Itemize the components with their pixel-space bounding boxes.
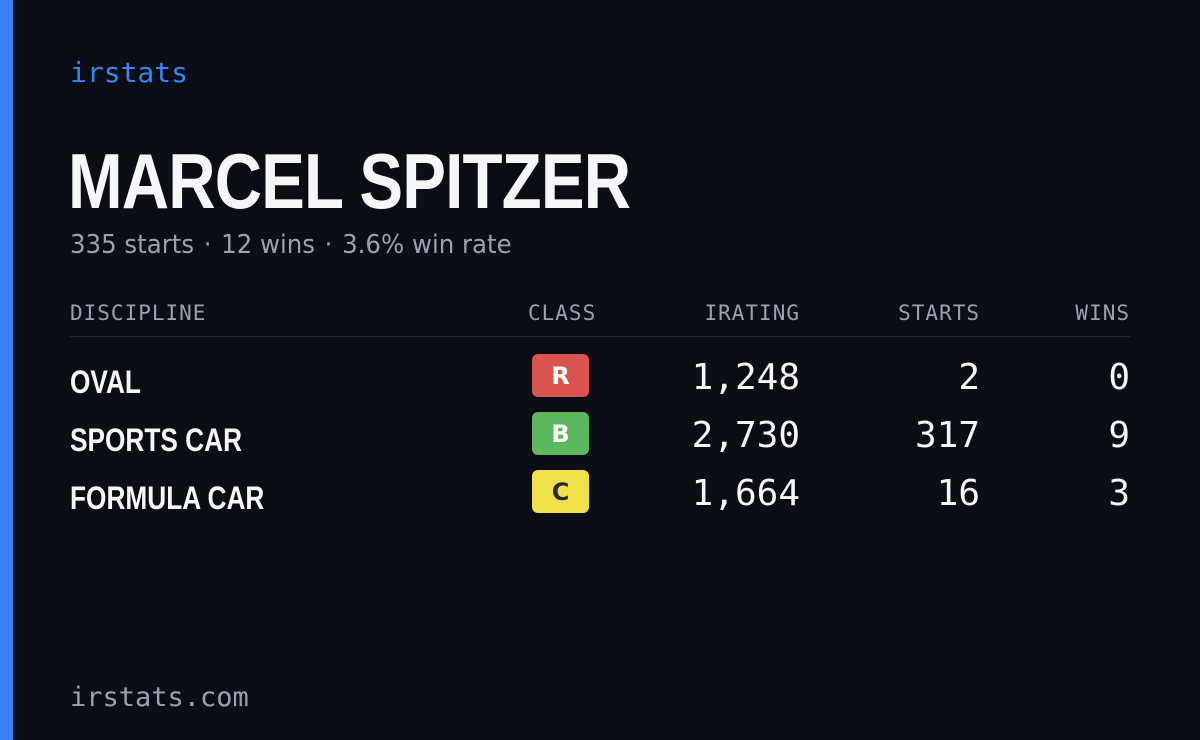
class-badge: C — [532, 470, 589, 513]
wins-value: 9 — [1108, 415, 1130, 456]
win-rate: 3.6% win rate — [342, 230, 512, 260]
starts-count: 335 starts — [70, 230, 195, 260]
table-row: SPORTS CAR B 2,730 317 9 — [70, 412, 1130, 462]
discipline-name: SPORTS CAR — [70, 422, 243, 458]
starts-value: 2 — [958, 357, 980, 398]
irating-value: 1,248 — [691, 357, 800, 398]
accent-bar — [0, 0, 13, 740]
header-starts: STARTS — [898, 301, 980, 325]
brand-logo: irstats — [70, 56, 189, 89]
table-row: OVAL R 1,248 2 0 — [70, 354, 1130, 404]
wins-count: 12 wins — [221, 230, 316, 260]
discipline-name: FORMULA CAR — [70, 480, 265, 516]
driver-name: MARCEL SPITZER — [68, 137, 631, 225]
irating-value: 2,730 — [691, 415, 800, 456]
driver-summary: 335 starts · 12 wins · 3.6% win rate — [70, 228, 512, 262]
header-irating: IRATING — [704, 301, 800, 325]
class-badge: B — [532, 412, 589, 455]
table-row: FORMULA CAR C 1,664 16 3 — [70, 470, 1130, 520]
footer-url: irstats.com — [70, 682, 249, 713]
separator: · — [203, 230, 212, 260]
table-header: DISCIPLINE CLASS IRATING STARTS WINS — [70, 300, 1130, 337]
class-badge: R — [532, 354, 589, 397]
wins-value: 3 — [1108, 473, 1130, 514]
irating-value: 1,664 — [691, 473, 800, 514]
header-discipline: DISCIPLINE — [70, 301, 207, 325]
starts-value: 16 — [936, 473, 980, 514]
separator: · — [324, 230, 333, 260]
starts-value: 317 — [914, 415, 980, 456]
discipline-name: OVAL — [70, 364, 141, 400]
wins-value: 0 — [1108, 357, 1130, 398]
header-class: CLASS — [528, 301, 597, 325]
header-wins: WINS — [1075, 301, 1130, 325]
